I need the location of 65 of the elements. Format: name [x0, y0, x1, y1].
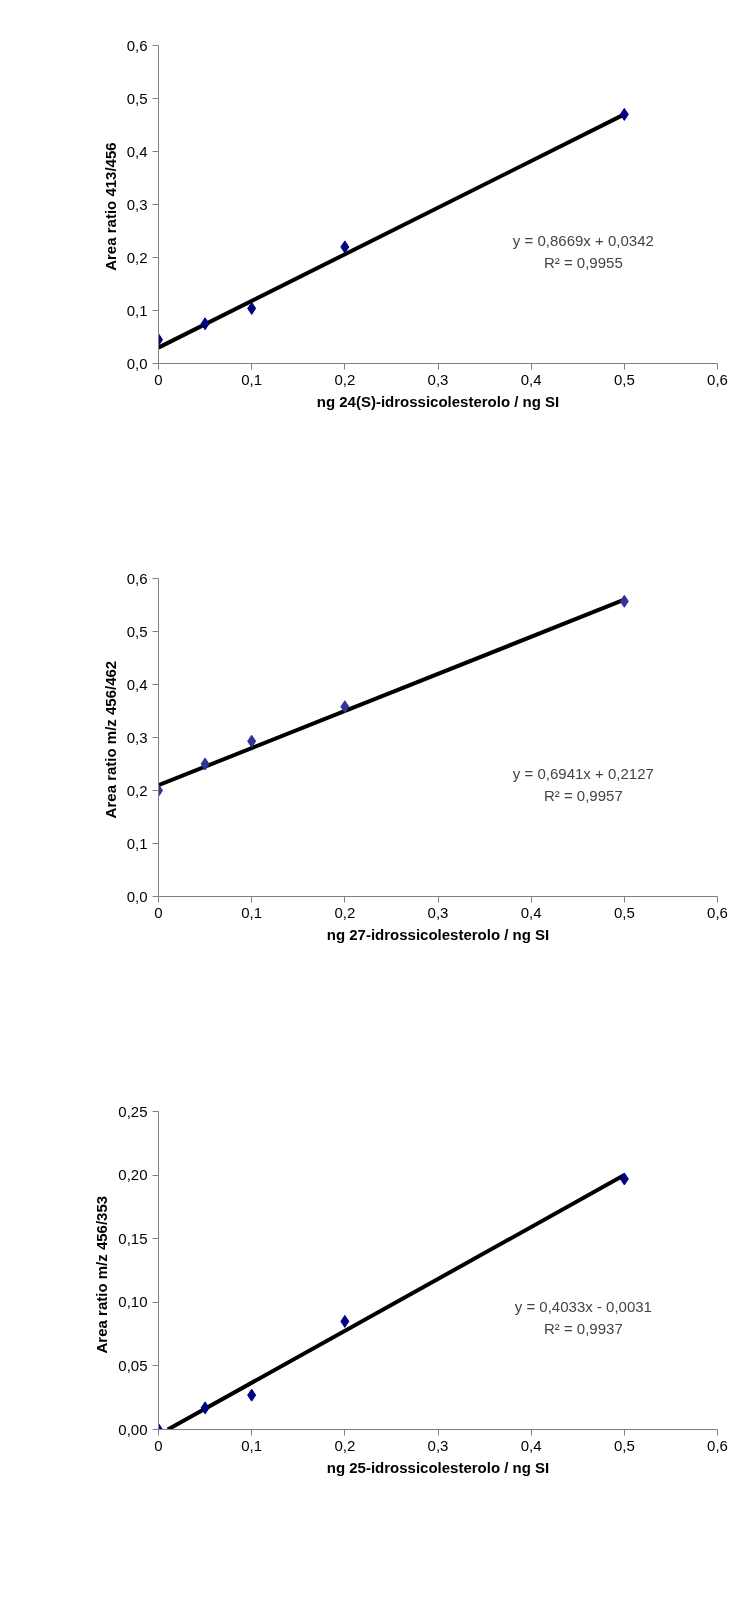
annotation: y = 0,4033x - 0,0031: [514, 1298, 652, 1316]
x-tick-label: 0: [154, 1436, 163, 1454]
x-tick-label: 0,6: [707, 903, 728, 921]
y-tick-label: 0,10: [118, 1293, 148, 1311]
y-axis-title: Area ratio 413/456: [101, 142, 119, 271]
x-tick-label: 0,2: [334, 370, 356, 388]
point: [247, 301, 257, 315]
y-tick-label: 0,4: [126, 675, 148, 693]
point: [247, 734, 257, 748]
y-tick-label: 0,5: [126, 622, 148, 640]
y-tick-label: 0,3: [126, 728, 148, 746]
annotation: R² = 0,9955: [543, 254, 623, 272]
x-tick-label: 0,1: [241, 370, 263, 388]
x-tick-label: 0: [154, 903, 163, 921]
x-tick-label: 0,3: [427, 370, 449, 388]
x-tick-label: 0,4: [520, 1436, 542, 1454]
x-tick-label: 0,3: [427, 1436, 449, 1454]
point: [200, 317, 210, 331]
point: [619, 1172, 629, 1186]
x-tick-label: 0,5: [613, 370, 635, 388]
point: [619, 594, 629, 608]
point: [247, 1388, 257, 1402]
y-tick-label: 0,25: [118, 1102, 148, 1120]
x-tick-label: 0,6: [707, 370, 728, 388]
annotation: y = 0,6941x + 0,2127: [512, 765, 654, 783]
x-tick-label: 0: [154, 370, 163, 388]
x-tick-label: 0,4: [520, 370, 542, 388]
point: [200, 1401, 210, 1415]
y-tick-label: 0,05: [118, 1356, 148, 1374]
annotation: R² = 0,9937: [543, 1320, 623, 1338]
y-tick-label: 0,4: [126, 142, 148, 160]
point: [619, 107, 629, 121]
x-tick-label: 0,5: [613, 903, 635, 921]
x-axis-title: ng 25-idrossicolesterolo / ng SI: [326, 1458, 550, 1476]
x-tick-label: 0,2: [334, 1436, 356, 1454]
y-tick-label: 0,1: [126, 301, 148, 319]
x-tick-label: 0,1: [241, 1436, 263, 1454]
x-tick-label: 0,5: [613, 1436, 635, 1454]
x-tick-label: 0,3: [427, 903, 449, 921]
x-tick-label: 0,6: [707, 1436, 728, 1454]
x-tick-label: 0,2: [334, 903, 356, 921]
x-tick-label: 0,4: [520, 903, 542, 921]
y-axis-title: Area ratio m/z 456/462: [101, 660, 119, 819]
y-tick-label: 0,20: [118, 1166, 148, 1184]
y-tick-label: 0,0: [126, 354, 148, 372]
y-tick-label: 0,2: [126, 781, 148, 799]
y-tick-label: 0,6: [126, 36, 148, 54]
y-tick-label: 0,6: [126, 569, 148, 587]
point: [340, 1314, 350, 1328]
point: [200, 757, 210, 771]
annotation: y = 0,8669x + 0,0342: [512, 232, 654, 250]
x-axis-title: ng 24(S)-idrossicolesterolo / ng SI: [316, 392, 560, 410]
y-tick-label: 0,5: [126, 89, 148, 107]
y-tick-label: 0,00: [118, 1420, 148, 1438]
x-tick-label: 0,1: [241, 903, 263, 921]
point: [340, 700, 350, 714]
x-axis-title: ng 27-idrossicolesterolo / ng SI: [326, 925, 550, 943]
y-tick-label: 0,3: [126, 195, 148, 213]
y-tick-label: 0,15: [118, 1229, 148, 1247]
y-axis-title: Area ratio m/z 456/353: [93, 1195, 111, 1354]
annotation: R² = 0,9957: [543, 787, 623, 805]
point: [340, 240, 350, 254]
y-tick-label: 0,1: [126, 834, 148, 852]
y-tick-label: 0,2: [126, 248, 148, 266]
y-tick-label: 0,0: [126, 887, 148, 905]
